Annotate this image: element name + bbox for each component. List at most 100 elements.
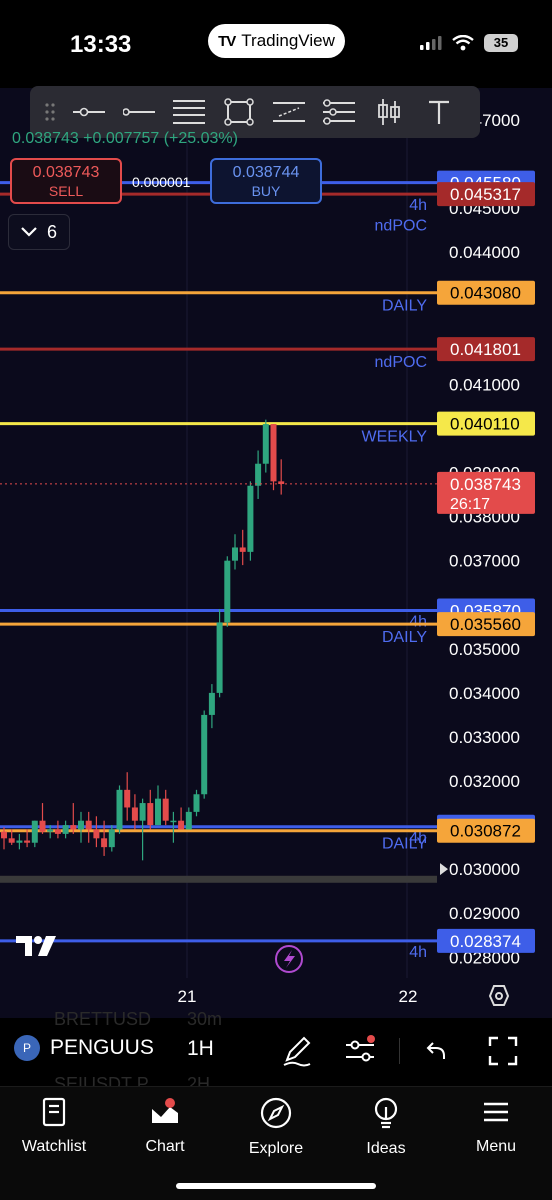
chart-icon xyxy=(152,1098,178,1123)
book-icon xyxy=(42,1097,66,1127)
candle-body xyxy=(270,424,277,482)
candle-body xyxy=(155,798,161,826)
y-tick-label: 0.030000 xyxy=(449,860,520,879)
candle-body xyxy=(255,463,262,486)
price-axis-tag-label: 0.043080 xyxy=(450,284,521,303)
undo-icon[interactable] xyxy=(424,1038,448,1062)
status-indicators: 35 xyxy=(420,34,518,52)
chevron-down-icon xyxy=(21,227,37,237)
y-tick-label: 0.033000 xyxy=(449,728,520,747)
tab-watchlist[interactable]: Watchlist xyxy=(4,1097,104,1156)
buy-label: BUY xyxy=(251,183,281,199)
tv-logo-part xyxy=(38,936,56,956)
tab-chart[interactable]: Chart xyxy=(115,1097,215,1156)
tab-ideas-label: Ideas xyxy=(366,1140,406,1157)
candle-body xyxy=(62,825,69,834)
chart-settings-dot xyxy=(495,992,503,1000)
y-tick-label: 0.035000 xyxy=(449,640,520,659)
candle-body xyxy=(78,820,84,830)
candle-body xyxy=(178,820,185,830)
y-tick-label: 0.028000 xyxy=(449,948,520,967)
candle-body xyxy=(131,807,138,821)
ohlc-readout: 0.038743 +0.007757 (+25.03%) xyxy=(12,130,238,147)
candle-body xyxy=(8,838,15,843)
price-axis-tag xyxy=(437,928,535,953)
tab-menu[interactable]: Menu xyxy=(446,1097,546,1156)
buy-price: 0.038744 xyxy=(232,164,300,181)
rectangle-icon[interactable] xyxy=(214,86,264,138)
candle-body xyxy=(170,820,177,823)
tab-explore-label: Explore xyxy=(248,1140,304,1157)
fib-retracement-icon[interactable] xyxy=(164,86,214,138)
price-axis-tag xyxy=(437,337,535,362)
price-axis-tag-label: 0.041801 xyxy=(450,340,521,359)
level-text-label: WEEKLY xyxy=(362,429,428,446)
sell-price: 0.038743 xyxy=(32,164,100,181)
y-tick-label: 0.034000 xyxy=(449,684,520,703)
horizontal-line-icon[interactable] xyxy=(114,86,164,138)
y-tick-label: 0.032000 xyxy=(449,772,520,791)
indicators-count: 6 xyxy=(46,221,57,242)
pitchfork-icon[interactable] xyxy=(314,86,364,138)
spread-value: 0.000001 xyxy=(132,174,191,190)
level-text-label: DAILY xyxy=(382,629,427,646)
price-axis-tag-label: 0.045317 xyxy=(450,185,521,204)
chart-settings-icon xyxy=(488,985,510,1006)
status-bar: 13:33 TV TradingView 35 xyxy=(0,0,552,88)
current-price-label: 0.038743 xyxy=(450,475,521,494)
price-axis-tag-label: 0.028374 xyxy=(450,932,521,951)
app-pill[interactable]: TV TradingView xyxy=(208,24,345,58)
status-time: 13:33 xyxy=(70,31,132,58)
parallel-channel-icon[interactable] xyxy=(264,86,314,138)
symbol-selector[interactable]: P PENGUUS xyxy=(14,1035,154,1061)
text-tool-icon[interactable] xyxy=(414,86,464,138)
indicators-toggle-button[interactable]: 6 xyxy=(8,214,70,250)
candle-body xyxy=(208,692,215,715)
drag-handle-icon[interactable] xyxy=(36,86,64,138)
price-axis-tag xyxy=(437,280,535,305)
signal-icon xyxy=(420,36,442,50)
level-text-label: 4h xyxy=(409,830,427,847)
buy-button[interactable]: 0.038744 BUY xyxy=(210,158,322,204)
tab-ideas[interactable]: Ideas xyxy=(336,1097,436,1158)
candle-body xyxy=(47,829,54,832)
price-axis-tag xyxy=(437,612,535,637)
bottom-tab-bar: Watchlist Chart Explore Ideas Menu xyxy=(0,1086,552,1200)
candle-body xyxy=(24,840,31,843)
chart-area[interactable]: 0.0470000.0450000.0440000.0410000.039000… xyxy=(0,88,552,1018)
price-axis-tag-label: 0.035560 xyxy=(450,615,521,634)
fullscreen-icon[interactable] xyxy=(488,1036,518,1066)
candle-body xyxy=(193,794,200,812)
candle-body xyxy=(147,803,154,826)
candle-body xyxy=(224,560,231,623)
price-axis-tag xyxy=(437,818,535,843)
horizontal-ray-icon[interactable] xyxy=(64,86,114,138)
candle-body xyxy=(108,829,115,848)
candle-body xyxy=(54,829,61,834)
tradingview-watermark-icon xyxy=(16,936,56,956)
tab-watchlist-label: Watchlist xyxy=(21,1138,87,1155)
y-tick-label: 0.029000 xyxy=(449,904,520,923)
timeframe-selector[interactable]: 1H xyxy=(187,1037,214,1060)
home-indicator xyxy=(176,1183,376,1189)
candle-body xyxy=(185,811,192,830)
symbol-name: PENGUUS xyxy=(50,1036,154,1059)
tab-menu-label: Menu xyxy=(475,1138,517,1155)
indicators-settings-icon[interactable] xyxy=(344,1035,378,1065)
drawing-pen-icon[interactable] xyxy=(282,1035,312,1067)
level-text-label: ndPOC xyxy=(375,354,427,371)
tab-explore[interactable]: Explore xyxy=(226,1097,326,1158)
candle-body xyxy=(1,831,7,839)
sell-button[interactable]: 0.038743 SELL xyxy=(10,158,122,204)
candle-body xyxy=(262,424,269,464)
candle-body xyxy=(39,820,46,832)
price-chart[interactable]: 0.0470000.0450000.0440000.0410000.039000… xyxy=(0,88,552,1018)
range-arrow-icon xyxy=(440,863,448,876)
ghost-symbol-1: BRETTUSD xyxy=(54,1009,152,1029)
toolbar-divider xyxy=(399,1038,400,1064)
ghost-symbol-1-tf: 30m xyxy=(187,1009,223,1029)
y-tick-label: 0.041000 xyxy=(449,375,520,394)
candle-body xyxy=(16,840,23,843)
candles-icon[interactable] xyxy=(364,86,414,138)
candle-body xyxy=(101,838,108,848)
